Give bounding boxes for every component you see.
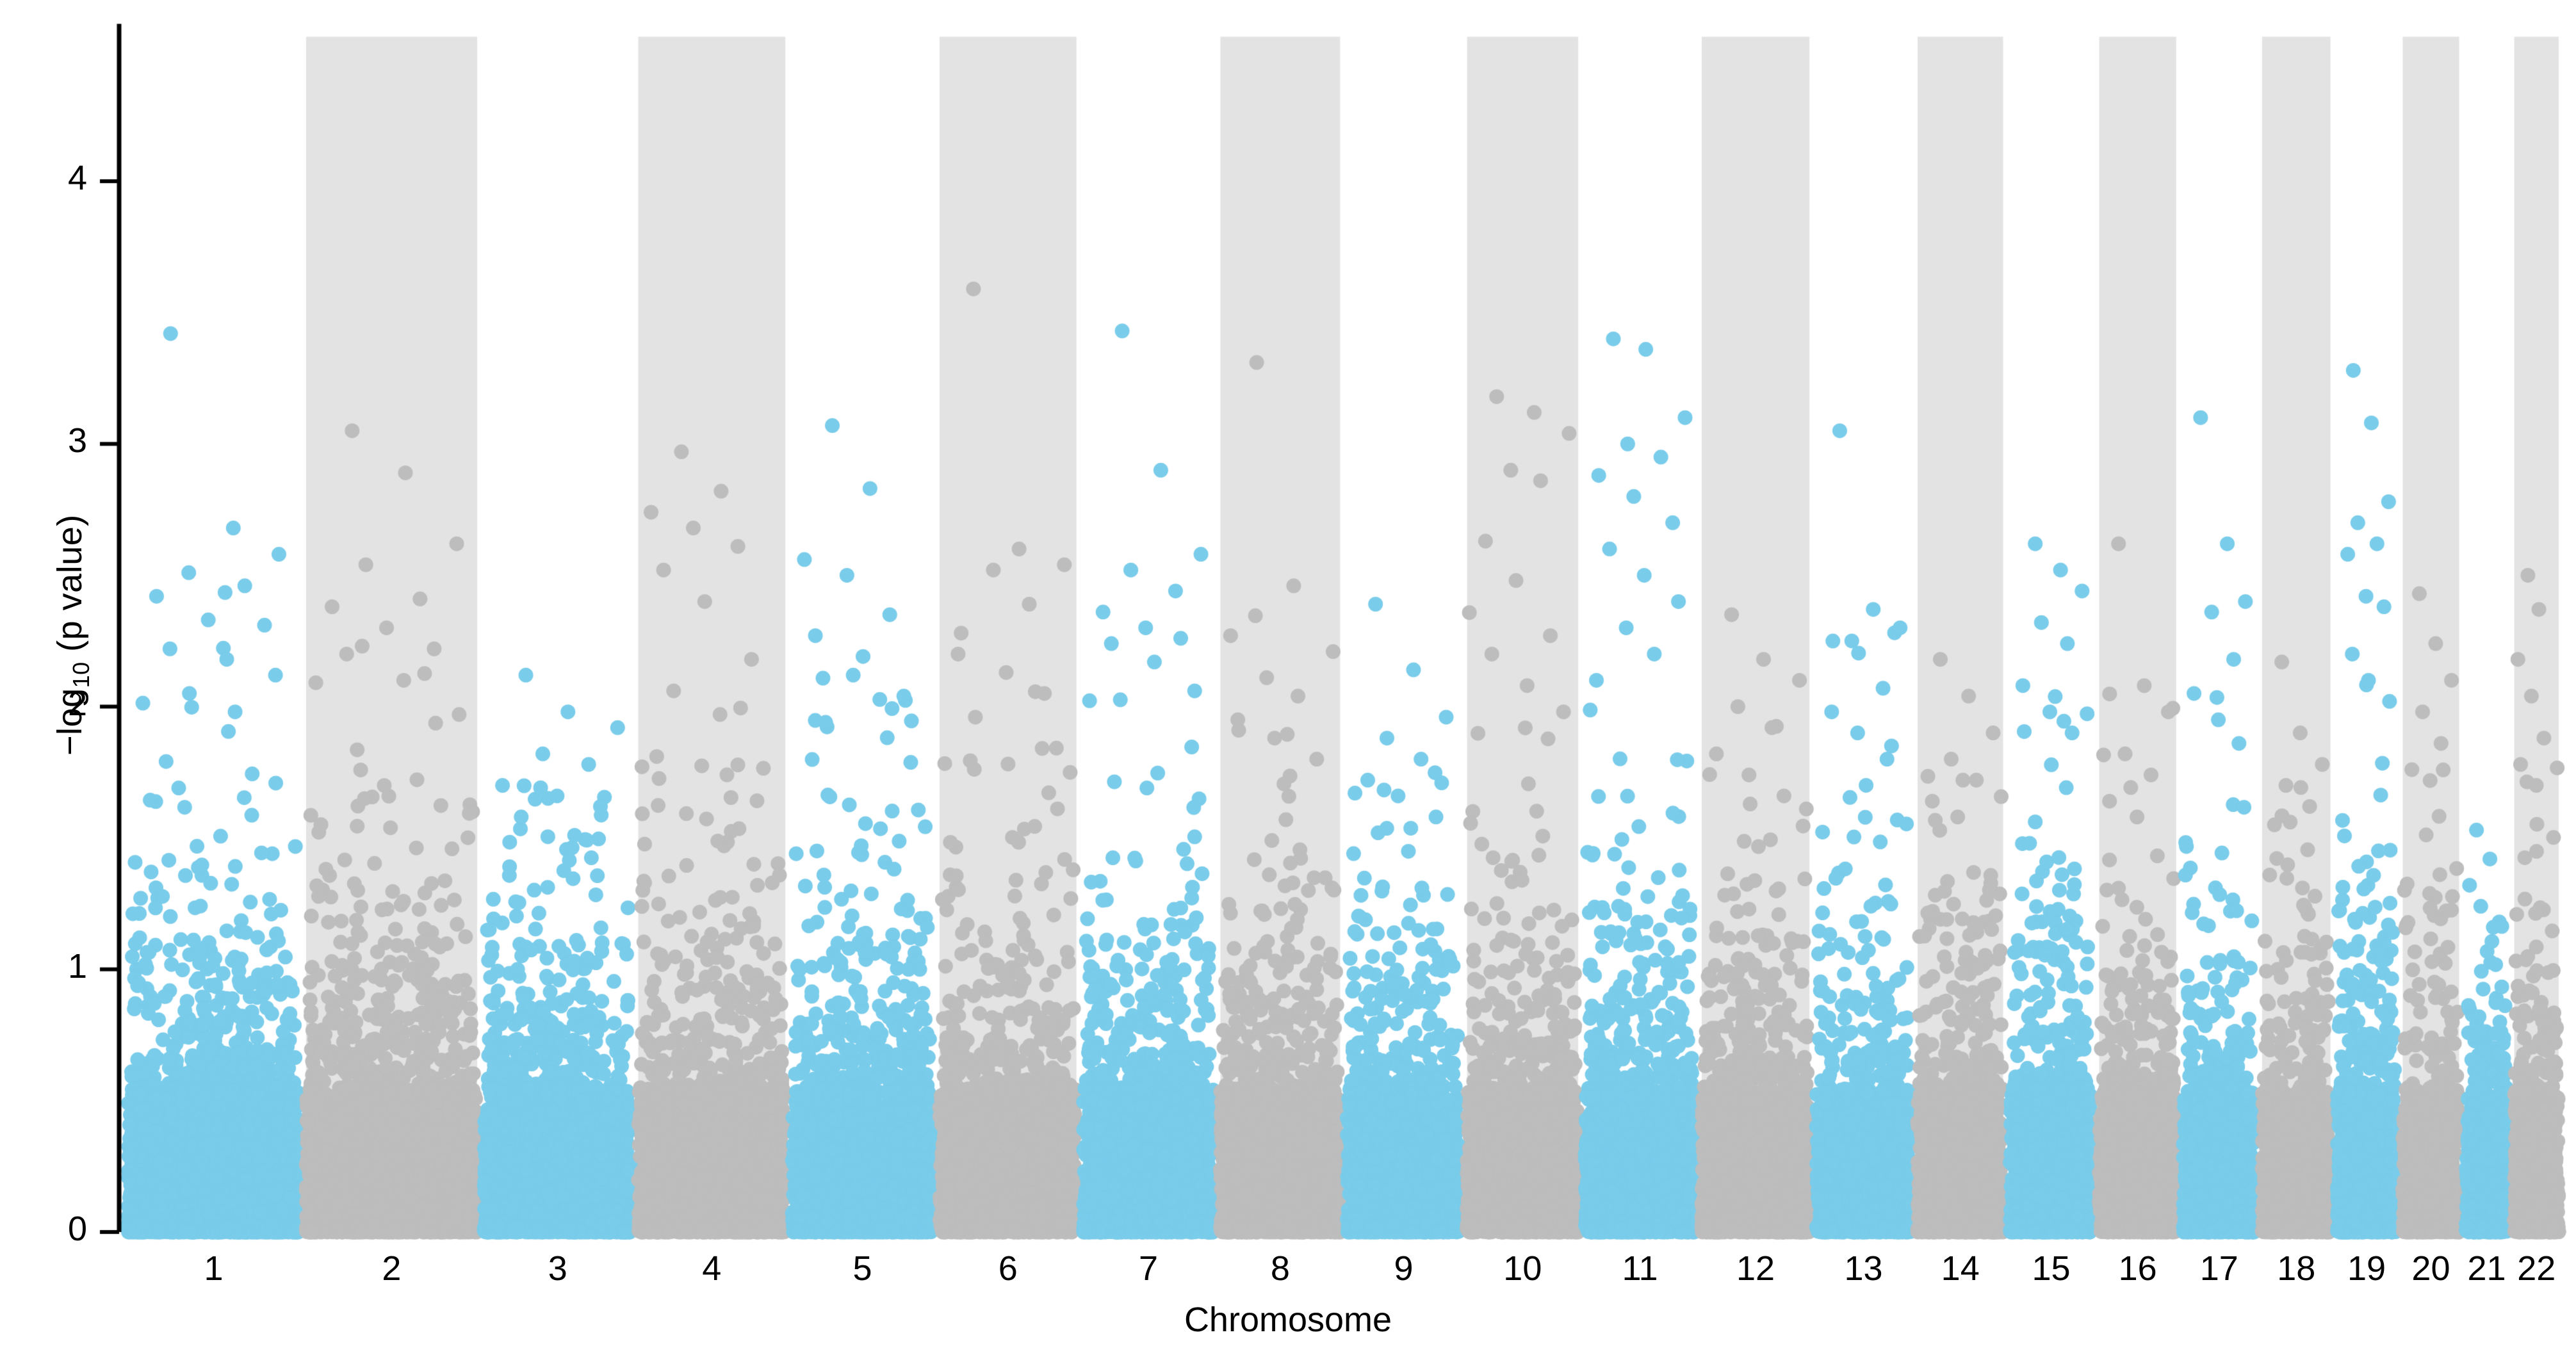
x-tick-label-chr-7: 7 <box>1139 1249 1159 1288</box>
x-tick-label-chr-3: 3 <box>548 1249 567 1288</box>
x-tick-label-chr-19: 19 <box>2347 1249 2386 1288</box>
x-tick-label-chr-2: 2 <box>382 1249 402 1288</box>
y-tick-label-4: 4 <box>67 159 87 197</box>
x-tick-label-chr-11: 11 <box>1622 1249 1658 1288</box>
x-tick-label-chr-21: 21 <box>2467 1249 2506 1288</box>
x-tick-label-chr-17: 17 <box>2199 1249 2238 1288</box>
y-axis-title-suffix: (p value) <box>51 514 89 662</box>
y-tick-label-1: 1 <box>67 946 87 985</box>
x-tick-label-chr-16: 16 <box>2118 1249 2157 1288</box>
y-tick-label-2: 2 <box>67 684 87 723</box>
x-tick-label-chr-4: 4 <box>702 1249 722 1288</box>
x-tick-label-chr-9: 9 <box>1394 1249 1414 1288</box>
x-tick-label-chr-1: 1 <box>204 1249 224 1288</box>
x-tick-label-chr-14: 14 <box>1941 1249 1980 1288</box>
x-tick-label-chr-5: 5 <box>852 1249 872 1288</box>
y-tick-label-3: 3 <box>67 421 87 460</box>
x-tick-label-chr-15: 15 <box>2032 1249 2071 1288</box>
x-tick-label-chr-6: 6 <box>998 1249 1018 1288</box>
x-tick-label-chr-12: 12 <box>1736 1249 1775 1288</box>
x-tick-label-chr-13: 13 <box>1844 1249 1883 1288</box>
x-tick-label-chr-8: 8 <box>1270 1249 1290 1288</box>
x-axis-title: Chromosome <box>1184 1301 1392 1339</box>
x-tick-label-chr-10: 10 <box>1503 1249 1542 1288</box>
x-tick-label-chr-18: 18 <box>2277 1249 2316 1288</box>
x-tick-label-chr-22: 22 <box>2517 1249 2556 1288</box>
x-tick-label-chr-20: 20 <box>2411 1249 2450 1288</box>
y-tick-label-0: 0 <box>67 1210 87 1248</box>
